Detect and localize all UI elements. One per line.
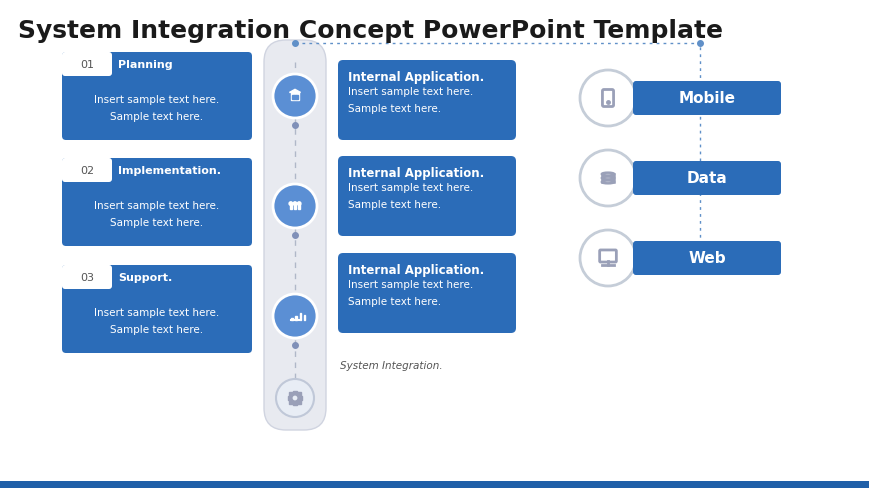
Circle shape (273, 75, 316, 119)
Text: Internal Application.: Internal Application. (348, 167, 484, 180)
Bar (295, 316, 297, 321)
Text: Web: Web (687, 251, 725, 266)
FancyBboxPatch shape (338, 61, 515, 141)
Bar (289, 400, 293, 404)
Bar (294, 96, 295, 100)
Text: 01: 01 (80, 60, 94, 70)
Text: 03: 03 (80, 272, 94, 283)
FancyBboxPatch shape (62, 265, 112, 289)
FancyBboxPatch shape (62, 53, 112, 77)
Circle shape (293, 396, 296, 400)
Text: Insert sample text here.
Sample text here.: Insert sample text here. Sample text her… (94, 307, 219, 334)
Text: Insert sample text here.
Sample text here.: Insert sample text here. Sample text her… (94, 201, 219, 228)
FancyBboxPatch shape (338, 157, 515, 237)
Bar (299, 313, 301, 321)
Text: Insert sample text here.
Sample text here.: Insert sample text here. Sample text her… (94, 95, 219, 122)
Circle shape (275, 379, 314, 417)
Circle shape (580, 230, 635, 286)
Text: 02: 02 (80, 165, 94, 176)
Bar (291, 93, 298, 101)
FancyBboxPatch shape (633, 242, 780, 275)
Text: Insert sample text here.
Sample text here.: Insert sample text here. Sample text her… (348, 87, 473, 114)
Circle shape (580, 151, 635, 206)
Text: Insert sample text here.
Sample text here.: Insert sample text here. Sample text her… (348, 280, 473, 306)
Bar (291, 318, 293, 321)
Bar (295, 96, 298, 100)
Circle shape (293, 203, 296, 206)
FancyBboxPatch shape (338, 253, 515, 333)
Text: Internal Application.: Internal Application. (348, 71, 484, 84)
Bar (296, 392, 301, 396)
Circle shape (297, 203, 301, 206)
Text: Data: Data (686, 171, 726, 186)
Bar (292, 96, 294, 100)
Text: Mobile: Mobile (678, 91, 734, 106)
Text: Internal Application.: Internal Application. (348, 264, 484, 276)
Bar (297, 205, 300, 210)
Bar (0, 481, 869, 488)
FancyBboxPatch shape (62, 159, 252, 246)
FancyBboxPatch shape (263, 41, 326, 430)
FancyBboxPatch shape (62, 159, 112, 183)
Bar (294, 205, 295, 210)
Circle shape (289, 203, 292, 206)
Bar (293, 402, 296, 406)
Circle shape (580, 71, 635, 127)
FancyBboxPatch shape (62, 53, 252, 141)
Text: Support.: Support. (118, 272, 172, 283)
Bar (289, 205, 292, 210)
Text: System Integration Concept PowerPoint Template: System Integration Concept PowerPoint Te… (18, 19, 722, 43)
Bar (293, 391, 296, 395)
Bar (288, 396, 291, 400)
Bar (296, 400, 301, 404)
Polygon shape (289, 90, 300, 93)
Circle shape (290, 394, 299, 402)
FancyBboxPatch shape (633, 162, 780, 196)
Text: Planning: Planning (118, 60, 172, 70)
Bar (289, 392, 293, 396)
FancyBboxPatch shape (62, 265, 252, 353)
FancyBboxPatch shape (633, 82, 780, 116)
Text: Implementation.: Implementation. (118, 165, 221, 176)
Bar (303, 315, 305, 321)
Circle shape (273, 184, 316, 228)
Circle shape (273, 294, 316, 338)
Bar (298, 396, 302, 400)
Text: System Integration.: System Integration. (340, 360, 442, 370)
Text: Insert sample text here.
Sample text here.: Insert sample text here. Sample text her… (348, 183, 473, 210)
